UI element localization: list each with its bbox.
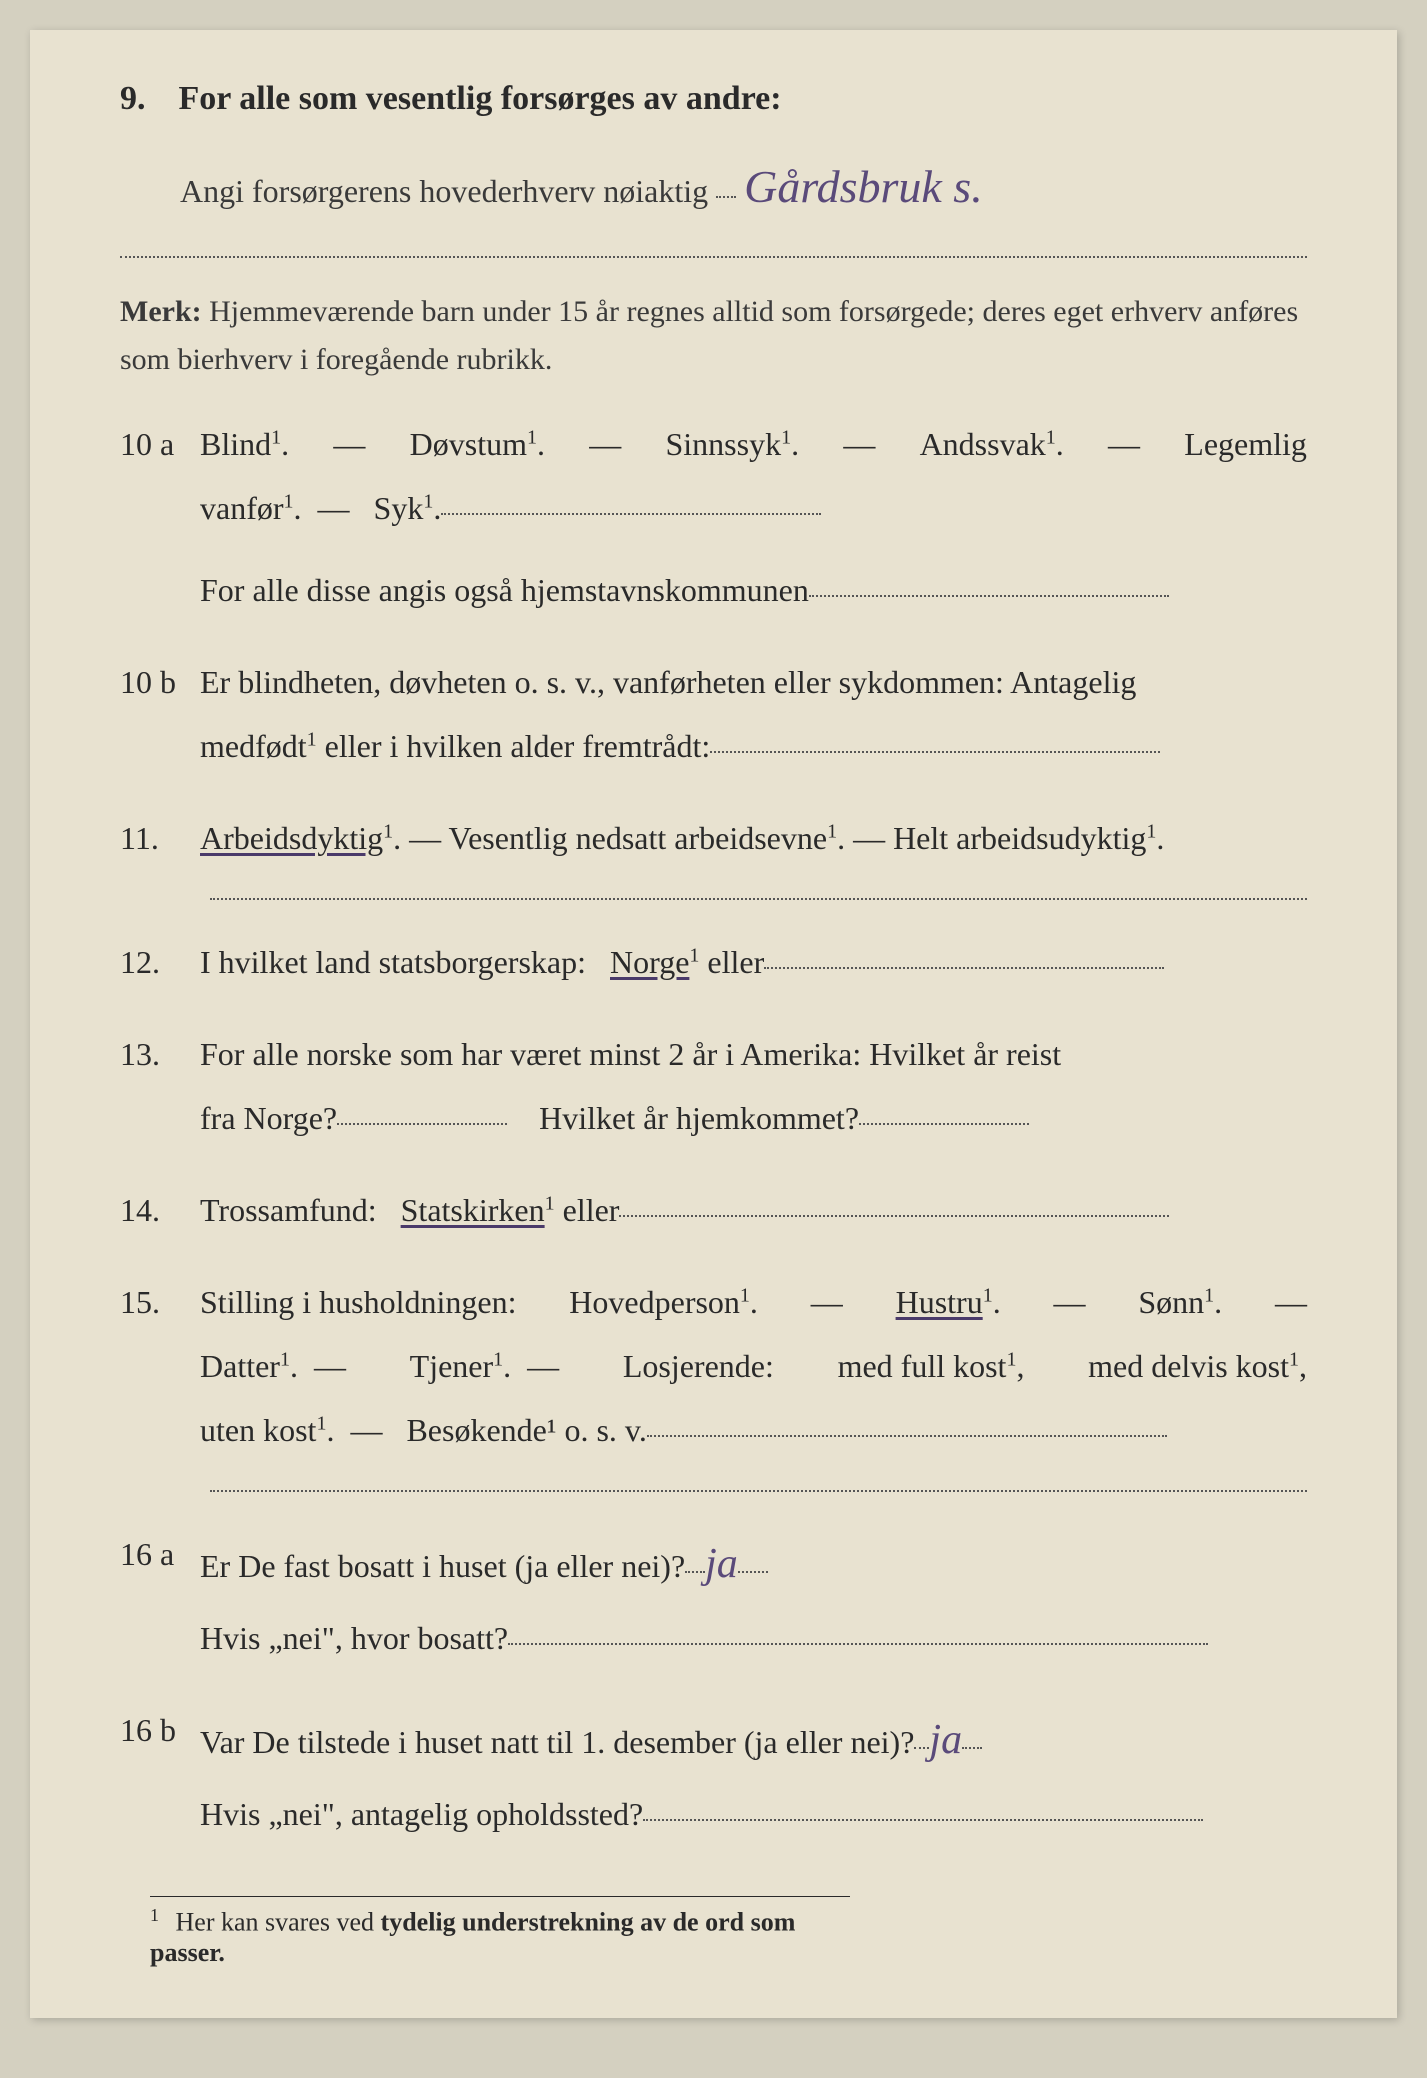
q13-text2a: fra Norge? [200,1100,337,1136]
q12-text: I hvilket land statsborgerskap: [200,944,586,980]
q14-number: 14. [120,1178,200,1242]
q10b-content: Er blindheten, døvheten o. s. v., vanfør… [200,650,1307,778]
question-13: 13. For alle norske som har været minst … [120,1022,1307,1150]
dotted-fill [619,1215,1169,1217]
dotted-fill [647,1435,1167,1437]
footnote-plain: Her kan svares ved [176,1908,381,1937]
dotted-fill [738,1571,768,1573]
q9-subrow: Angi forsørgerens hovederhverv nøiaktig … [180,148,1307,226]
q16a-answer: ja [705,1522,738,1606]
q9-number: 9. [120,70,170,128]
q12-number: 12. [120,930,200,994]
question-12: 12. I hvilket land statsborgerskap: Norg… [120,930,1307,994]
merk-note: Merk: Hjemmeværende barn under 15 år reg… [120,288,1307,384]
footnote-num: 1 [150,1905,159,1925]
q16a-text2: Hvis „nei", hvor bosatt? [200,1620,508,1656]
q10b-text1: Er blindheten, døvheten o. s. v., vanfør… [200,664,1136,700]
opt-sonn: Sønn [1138,1284,1204,1320]
q16b-content: Var De tilstede i huset natt til 1. dese… [200,1698,1307,1846]
q16b-text2: Hvis „nei", antagelig opholdssted? [200,1796,643,1832]
footnote: 1 Her kan svares ved tydelig understrekn… [150,1896,850,1968]
dotted-fill [508,1643,1208,1645]
dotted-fill [914,1747,929,1749]
q11-opt1: Arbeidsdyktig [200,820,383,856]
q16b-number: 16 b [120,1698,200,1846]
separator-line [210,898,1307,900]
opt-hovedperson: Hovedperson [569,1284,740,1320]
dotted-fill [441,513,821,515]
question-11: 11. Arbeidsdyktig1. — Vesentlig nedsatt … [120,806,1307,870]
opt-besokende: Besøkende¹ o. s. v. [406,1412,646,1448]
q12-eller: eller [707,944,764,980]
q16a-content: Er De fast bosatt i huset (ja eller nei)… [200,1522,1307,1670]
opt-uten-kost: uten kost [200,1412,316,1448]
dotted-fill [710,751,1160,753]
opt-delvis-kost: med delvis kost [1088,1348,1289,1384]
dotted-fill [859,1123,1029,1125]
q16b-text1: Var De tilstede i huset natt til 1. dese… [200,1724,914,1760]
dotted-fill [716,196,736,198]
opt-syk: Syk [374,490,424,526]
question-15: 15. Stilling i husholdningen: Hovedperso… [120,1270,1307,1462]
dotted-fill [685,1571,705,1573]
q15-content: Stilling i husholdningen: Hovedperson1. … [200,1270,1307,1462]
q9-title: For alle som vesentlig forsørges av andr… [179,80,782,117]
question-14: 14. Trossamfund: Statskirken1 eller [120,1178,1307,1242]
opt-sinnssyk: Sinnssyk [665,426,781,462]
q10a-number: 10 a [120,412,200,622]
dotted-fill [764,967,1164,969]
merk-text: Hjemmeværende barn under 15 år regnes al… [120,295,1298,376]
q14-label: Trossamfund: [200,1192,377,1228]
opt-tjener: Tjener [410,1348,494,1384]
opt-blind: Blind [200,426,271,462]
q11-opt3: Helt arbeidsudyktig [893,820,1146,856]
document-page: 9. For alle som vesentlig forsørges av a… [30,30,1397,2018]
dotted-fill [643,1819,1203,1821]
q13-number: 13. [120,1022,200,1150]
q13-content: For alle norske som har været minst 2 år… [200,1022,1307,1150]
q11-content: Arbeidsdyktig1. — Vesentlig nedsatt arbe… [200,806,1307,870]
merk-label: Merk: [120,295,202,328]
dotted-fill [337,1123,507,1125]
q10a-line2: For alle disse angis også hjemstavnskomm… [200,572,809,608]
q11-opt2: Vesentlig nedsatt arbeidsevne [449,820,828,856]
question-16a: 16 a Er De fast bosatt i huset (ja eller… [120,1522,1307,1670]
q16a-text1: Er De fast bosatt i huset (ja eller nei)… [200,1548,685,1584]
q9-title-row: 9. For alle som vesentlig forsørges av a… [120,70,1307,128]
q14-eller: eller [563,1192,620,1228]
q12-opt1: Norge [610,944,689,980]
separator-line [120,256,1307,258]
opt-andssvak: Andssvak [920,426,1046,462]
q11-number: 11. [120,806,200,870]
question-10a: 10 a Blind1. — Døvstum1. — Sinnssyk1. — … [120,412,1307,622]
q15-number: 15. [120,1270,200,1462]
dotted-fill [809,595,1169,597]
q15-label: Stilling i husholdningen: [200,1284,516,1320]
question-10b: 10 b Er blindheten, døvheten o. s. v., v… [120,650,1307,778]
q13-text1: For alle norske som har været minst 2 år… [200,1036,1061,1072]
q12-content: I hvilket land statsborgerskap: Norge1 e… [200,930,1307,994]
q10a-content: Blind1. — Døvstum1. — Sinnssyk1. — Andss… [200,412,1307,622]
question-9: 9. For alle som vesentlig forsørges av a… [120,70,1307,226]
q10b-number: 10 b [120,650,200,778]
q14-opt1: Statskirken [401,1192,545,1228]
question-16b: 16 b Var De tilstede i huset natt til 1.… [120,1698,1307,1846]
separator-line [210,1490,1307,1492]
q14-content: Trossamfund: Statskirken1 eller [200,1178,1307,1242]
opt-hustru: Hustru [896,1284,983,1320]
q13-text2b: Hvilket år hjemkommet? [539,1100,859,1136]
opt-dovstum: Døvstum [410,426,527,462]
q16b-answer: ja [929,1698,962,1782]
q9-sub-label: Angi forsørgerens hovederhverv nøiaktig [180,173,708,209]
opt-losjerende: Losjerende: [623,1348,774,1384]
q16a-number: 16 a [120,1522,200,1670]
q9-answer: Gårdsbruk s. [744,148,983,226]
opt-full-kost: med full kost [838,1348,1007,1384]
opt-datter: Datter [200,1348,280,1384]
dotted-fill [962,1747,982,1749]
